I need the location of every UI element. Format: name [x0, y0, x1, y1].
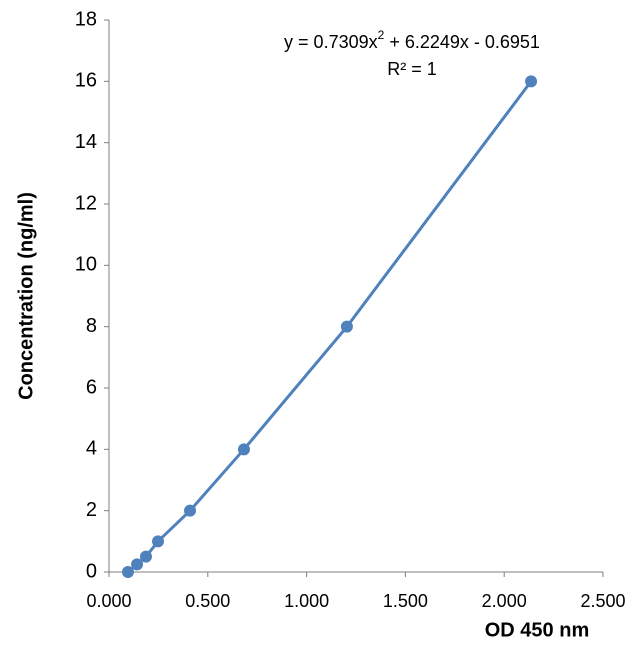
trendline-equation: y = 0.7309x2 + 6.2249x - 0.6951 — [284, 28, 540, 52]
data-point — [152, 535, 165, 548]
x-tick-label: 1.500 — [383, 591, 428, 611]
y-tick-label: 4 — [86, 438, 97, 460]
y-tick-label: 14 — [75, 131, 97, 153]
equation-part: + 6.2249x - 0.6951 — [384, 32, 540, 52]
x-tick-label: 0.000 — [86, 591, 131, 611]
data-point — [131, 558, 144, 571]
data-point — [237, 443, 250, 456]
y-tick-label: 16 — [75, 70, 97, 92]
data-point — [139, 550, 152, 563]
y-tick-label: 12 — [75, 192, 97, 214]
x-tick-label: 2.500 — [580, 591, 625, 611]
y-tick-label: 2 — [86, 499, 97, 521]
x-axis-label: OD 450 nm — [485, 619, 589, 641]
data-point — [184, 504, 197, 517]
y-tick-label: 0 — [86, 560, 97, 582]
x-tick-label: 2.000 — [482, 591, 527, 611]
series-line — [127, 80, 533, 574]
y-tick-label: 18 — [75, 8, 97, 30]
y-tick-label: 10 — [75, 254, 97, 276]
r-squared: R² = 1 — [387, 59, 437, 79]
y-axis-label: Concentration (ng/ml) — [15, 192, 37, 400]
x-tick-label: 1.000 — [284, 591, 329, 611]
equation-part: y = 0.7309x — [284, 32, 378, 52]
y-tick-label: 8 — [86, 315, 97, 337]
x-tick-label: 0.500 — [185, 591, 230, 611]
data-point — [121, 566, 134, 578]
y-tick-label: 6 — [86, 376, 97, 398]
equation-exponent: 2 — [378, 28, 385, 42]
data-point — [525, 75, 538, 88]
data-point — [340, 320, 353, 333]
